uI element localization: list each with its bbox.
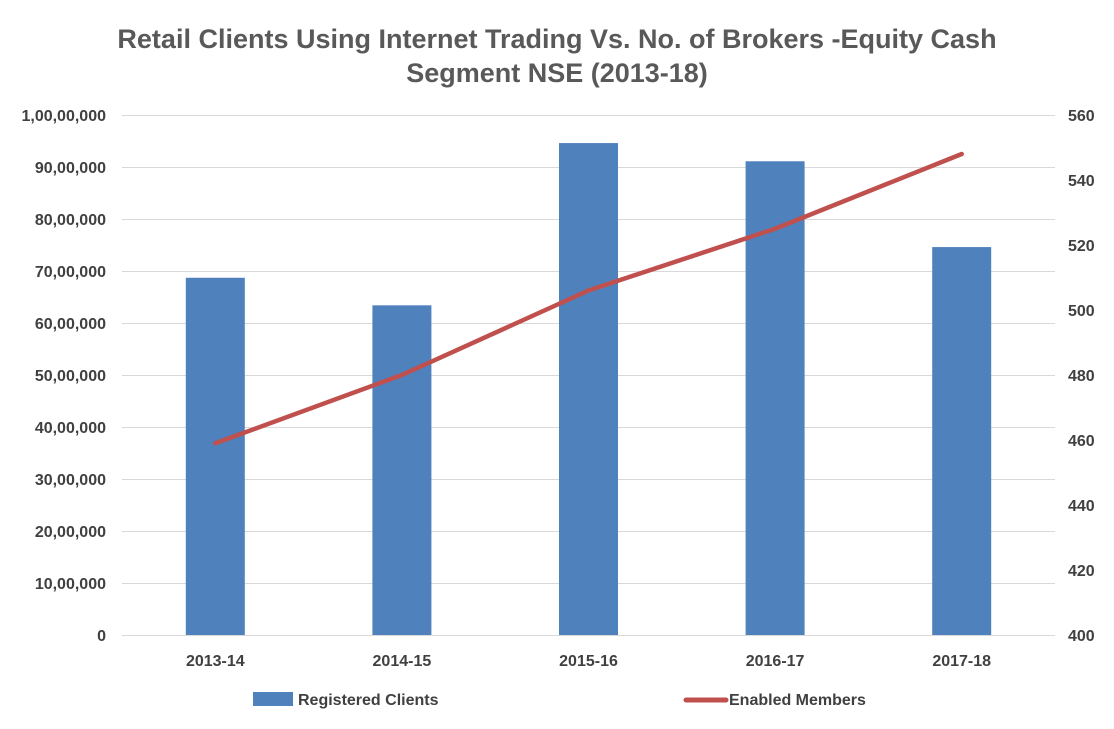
- x-axis-ticks: 2013-14 2014-15 2015-16 2016-17 2017-18: [186, 653, 991, 670]
- right-tick-label-4: 480: [1068, 368, 1095, 385]
- bar-2016-17: [745, 161, 805, 635]
- bar-2017-18: [932, 247, 992, 635]
- bar-2013-14: [185, 277, 245, 635]
- left-tick-label-5: 50,00,000: [35, 368, 106, 385]
- x-tick-label-2016-17: 2016-17: [746, 653, 805, 670]
- x-tick-label-2015-16: 2015-16: [559, 653, 618, 670]
- right-tick-label-5: 500: [1068, 303, 1095, 320]
- left-tick-label-2: 20,00,000: [35, 524, 106, 541]
- chart-title: Retail Clients Using Internet Trading Vs…: [117, 24, 996, 88]
- right-tick-label-8: 560: [1068, 108, 1095, 125]
- bar-2015-16: [559, 143, 618, 635]
- right-tick-label-1: 420: [1068, 563, 1095, 580]
- left-tick-label-1: 10,00,000: [35, 576, 106, 593]
- right-tick-label-7: 540: [1068, 173, 1095, 190]
- x-tick-label-2017-18: 2017-18: [932, 653, 991, 670]
- line-series-enabled-members: [213, 151, 964, 446]
- chart-title-line-1: Retail Clients Using Internet Trading Vs…: [117, 24, 996, 54]
- legend: Registered Clients Enabled Members: [253, 692, 866, 709]
- right-tick-label-2: 440: [1068, 498, 1095, 515]
- left-axis-ticks: 0 10,00,000 20,00,000 30,00,000 40,00,000 50,…: [21, 108, 106, 645]
- left-tick-label-9: 90,00,000: [35, 160, 106, 177]
- right-tick-label-6: 520: [1068, 238, 1095, 255]
- bar-series-registered-clients: [185, 143, 992, 635]
- left-tick-label-8: 80,00,000: [35, 212, 106, 229]
- legend-label-enabled-members: Enabled Members: [729, 692, 866, 709]
- legend-swatch-registered-clients: [253, 692, 293, 706]
- x-tick-label-2014-15: 2014-15: [373, 653, 432, 670]
- bar-2014-15: [372, 305, 432, 635]
- right-tick-label-0: 400: [1068, 628, 1095, 645]
- x-tick-label-2013-14: 2013-14: [186, 653, 245, 670]
- legend-label-registered-clients: Registered Clients: [298, 692, 439, 709]
- left-tick-label-6: 60,00,000: [35, 316, 106, 333]
- left-tick-label-4: 40,00,000: [35, 420, 106, 437]
- left-tick-label-10: 1,00,00,000: [21, 108, 106, 125]
- left-tick-label-0: 0: [97, 628, 106, 645]
- right-tick-label-3: 460: [1068, 433, 1095, 450]
- left-tick-label-7: 70,00,000: [35, 264, 106, 281]
- left-tick-label-3: 30,00,000: [35, 472, 106, 489]
- right-axis-ticks: 400 420 440 460 480 500 520 540 560: [1068, 108, 1095, 645]
- chart-title-line-2: Segment NSE (2013-18): [406, 58, 708, 88]
